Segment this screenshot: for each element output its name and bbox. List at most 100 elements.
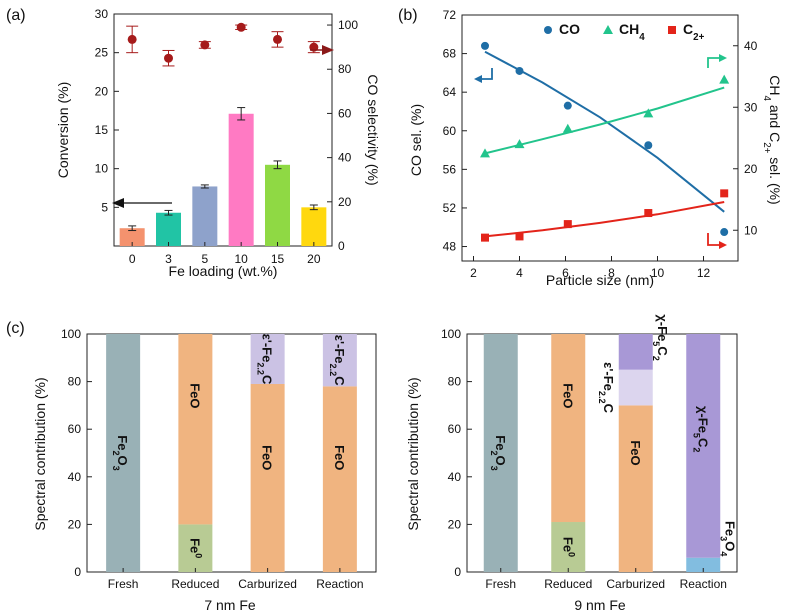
segment-label-Fe2O3: Fe2O3 [489,435,508,470]
panel-c: (c) 0 20 40 60 80 100 Fe2O3 Fe0 FeO FeO ε'-Fe2.2C… [6,314,738,613]
x-tick-label: 12 [697,266,711,280]
panel-c-label: (c) [6,320,25,337]
segment-label-group: FeO [332,445,347,470]
bar-conversion [228,113,254,246]
selectivity-point [127,34,137,44]
selectivity-point [200,40,210,50]
stack-segment-ε'-Fe2.2C [322,334,357,387]
segment-label-FeO: FeO [260,445,275,470]
stack-segment-FeO [618,405,653,572]
point-CO [563,101,572,110]
x-tick-label: 15 [271,252,285,266]
panel-a: (a) 5 10 15 20 25 30 0 20 40 60 80 100 0 3 5 10 15 20 F… [6,7,381,279]
y-tick-label: 60 [68,422,82,436]
legend-marker-CH4 [603,25,613,34]
y-tick-label: 0 [74,565,81,579]
point-C2+ [644,209,653,218]
bar-conversion [156,212,181,246]
panel-b-x-axis-label: Particle size (nm) [546,272,654,288]
stack-segment-χ-Fe5C2 [618,334,653,370]
panel-c2-y-axis-label: Spectral contribution (%) [405,377,421,530]
segment-label-χ-Fe5C2: χ-Fe5C2 [651,314,670,361]
x-tick-label: Carburized [606,577,665,591]
x-tick-label: 8 [608,266,615,280]
panel-b-y-axis-label: CO sel. (%) [408,104,424,176]
x-tick-label: 10 [651,266,665,280]
y-tick-label: 20 [95,84,109,98]
panel-b-series [480,41,730,242]
panel-a-label: (a) [6,7,26,24]
segment-label-Fe0: Fe0 [187,538,203,558]
y2-tick-label: 20 [744,162,758,176]
panel-b-x-ticks: 2 4 6 8 10 12 [470,256,710,280]
panel-a-bars [119,107,327,246]
stack-segment-Fe3O4 [686,557,721,572]
y-tick-label: 20 [448,517,462,531]
panel-a-y2-axis-label: CO selectivity (%) [365,74,381,185]
segment-label-group: FeO [628,440,643,465]
segment-label-FeO: FeO [628,440,643,465]
stack-segment-Fe0 [178,524,213,572]
segment-label-Fe0: Fe0 [560,537,576,557]
y-tick-label: 80 [68,375,82,389]
panel-c1-frame [86,333,377,573]
point-C2+ [515,232,524,241]
panel-c1-category-labels: Fresh Reduced Carburized Reaction [108,568,364,591]
x-tick-label: Fresh [485,577,516,591]
stack-segment-χ-Fe5C2 [686,334,721,558]
y-tick-label: 30 [95,7,109,21]
panel-b-frame [461,14,739,262]
panel-c1-y-axis-label: Spectral contribution (%) [32,377,48,530]
point-CH4 [719,74,730,84]
point-CH4 [562,123,573,133]
panel-c1-y-ticks: 0 20 40 60 80 100 [61,327,92,579]
x-tick-label: Fresh [108,577,139,591]
x-tick-label: 10 [234,252,248,266]
panel-a-right-ticks: 0 20 40 60 80 100 [327,18,358,253]
y2-tick-label: 80 [338,62,352,76]
bar-conversion [265,164,290,246]
y-tick-label: 68 [443,47,457,61]
panel-a-x-axis-label: Fe loading (wt.%) [169,263,278,279]
segment-label-FeO: FeO [560,383,575,408]
selectivity-point [273,34,282,44]
x-tick-label: Reduced [544,577,592,591]
point-C2+ [563,220,572,229]
y-tick-label: 64 [443,85,457,99]
panel-b-left-ticks: 48 52 56 60 64 68 72 [443,8,467,254]
segment-label-ε'-Fe2.2C: ε'-Fe2.2C [328,335,347,386]
point-CH4 [480,148,490,158]
stack-segment-FeO [250,383,285,572]
y-tick-label: 20 [68,517,82,531]
fit-line-CO [484,50,725,213]
segment-label-ε'-Fe2.2C: ε'-Fe2.2C [256,334,275,385]
arrow-to-selectivity-axis [310,45,334,55]
segment-label-group: ε'-Fe2.2C [256,334,275,385]
panel-c2-y-ticks: 0 20 40 60 80 100 [441,327,472,579]
legend-label-CH4: CH4 [619,21,645,43]
legend-marker-C2+ [668,26,676,34]
bar-conversion [192,186,218,246]
segment-label-group: ε'-Fe2.2C [597,362,616,413]
panel-a-selectivity-points [126,22,320,67]
panel-a-category-labels: 0 3 5 10 15 20 [129,242,321,266]
stack-segment-ε'-Fe2.2C [250,334,285,384]
point-C2+ [720,189,729,198]
segment-label-group: FeO [560,383,575,408]
y2-tick-label: 30 [744,100,758,114]
segment-label-group: Fe2O3 [489,435,508,470]
stack-segment-Fe2O3 [483,334,518,572]
y-tick-label: 5 [101,200,108,214]
panel-c1: 0 20 40 60 80 100 Fe2O3 Fe0 FeO FeO ε'-Fe2.2C FeO ε… [32,327,377,613]
point-CO [720,228,729,237]
arrow-c2-to-right-axis [707,233,727,249]
segment-label-Fe3O4: Fe3O4 [718,521,737,557]
segment-label-group: Fe3O4 [718,521,737,557]
y-tick-label: 15 [95,123,109,137]
segment-label-group: χ-Fe5C2 [651,314,670,361]
arrow-to-conversion-axis [112,198,172,208]
y-tick-label: 52 [443,201,457,215]
x-tick-label: 5 [201,252,208,266]
panel-c2-frame [466,333,738,573]
y2-tick-label: 60 [338,106,352,120]
